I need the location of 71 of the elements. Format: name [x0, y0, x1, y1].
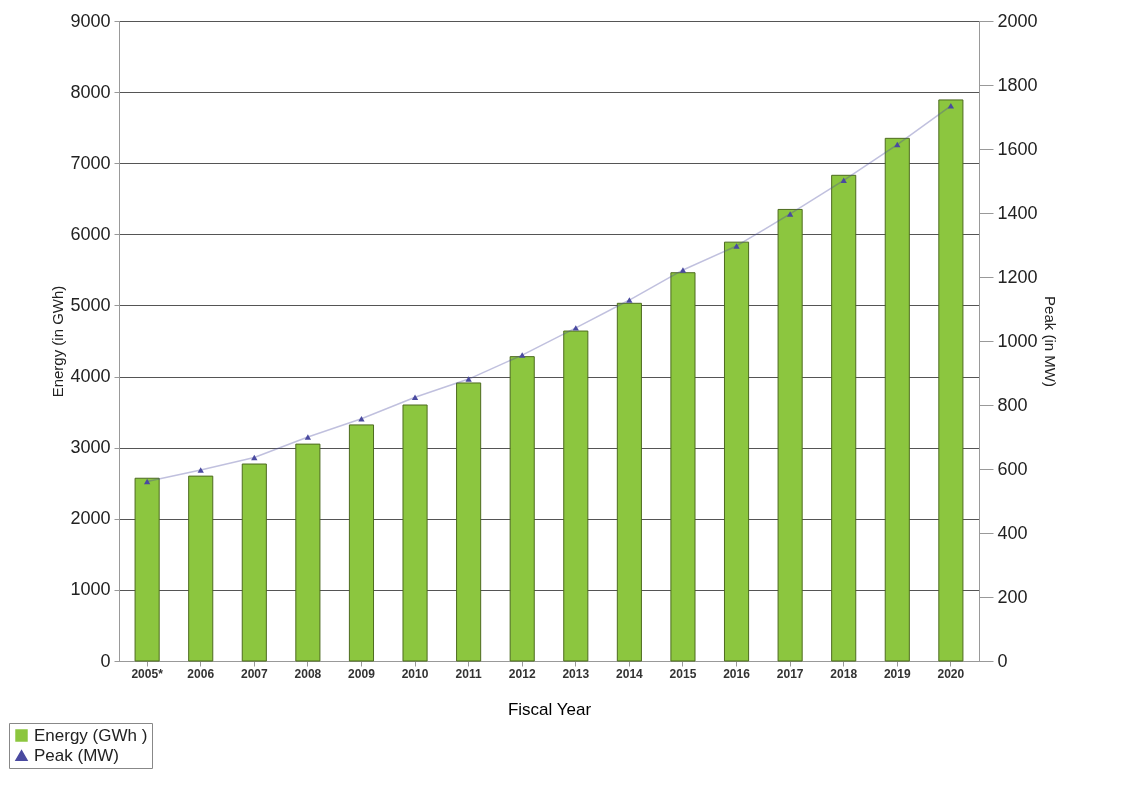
- y2-tick-label: 1000: [997, 330, 1038, 351]
- bar: [456, 382, 482, 662]
- y-tick-label: 1000: [70, 579, 111, 600]
- bar: [884, 137, 910, 662]
- legend-label: Peak (MW): [34, 745, 119, 765]
- x-axis-title: Fiscal Year: [507, 699, 592, 719]
- point: [679, 267, 687, 273]
- y-tick-label: 0: [100, 650, 111, 671]
- y2-axis-title: Peak (in MW): [1041, 296, 1059, 387]
- y2-tick-label: 1800: [997, 74, 1038, 95]
- y-tick-label: 2000: [70, 508, 111, 529]
- y2-tick-label: 1400: [997, 202, 1038, 223]
- bar: [563, 330, 589, 662]
- y2-tick-label: 2000: [997, 10, 1038, 31]
- y-tick-label: 3000: [70, 437, 111, 458]
- x-tick-label: 2011: [455, 666, 482, 681]
- x-tick-label: 2008: [294, 666, 322, 681]
- x-tick-label: 2007: [240, 666, 268, 681]
- point: [626, 297, 633, 303]
- x-tick-label: 2019: [883, 666, 911, 681]
- x-tick-label: 2016: [723, 666, 751, 681]
- x-tick-label: 2018: [830, 666, 858, 681]
- point: [143, 478, 151, 485]
- y2-tick-label: 800: [997, 394, 1028, 415]
- y2-tick-label: 200: [997, 586, 1028, 607]
- bar: [616, 302, 642, 662]
- x-tick-label: 2010: [401, 666, 429, 681]
- bar: [348, 424, 375, 662]
- x-tick-label: 2012: [508, 666, 536, 681]
- bar: [723, 241, 750, 662]
- x-tick-label: 2015: [669, 666, 697, 681]
- y-tick-label: 6000: [70, 223, 111, 244]
- bar: [777, 208, 803, 662]
- y2-tick-label: 400: [997, 522, 1028, 543]
- bar: [402, 404, 428, 662]
- y-tick-label: 5000: [70, 294, 111, 315]
- x-tick-label: 2009: [348, 666, 376, 681]
- point: [411, 394, 419, 401]
- bar: [188, 475, 214, 662]
- x-tick-label: 2005*: [131, 666, 164, 681]
- y2-tick-label: 1200: [997, 266, 1038, 287]
- point: [786, 211, 794, 217]
- point: [197, 467, 204, 473]
- x-tick-label: 2006: [187, 666, 215, 681]
- bar: [831, 174, 857, 662]
- point: [519, 352, 526, 358]
- y2-tick-label: 1600: [997, 138, 1038, 159]
- point: [572, 325, 579, 331]
- point: [733, 243, 740, 249]
- bar: [670, 272, 696, 662]
- point: [465, 376, 472, 382]
- bar: [509, 356, 535, 662]
- y-tick-label: 7000: [70, 152, 111, 173]
- legend-label: Energy (GWh ): [34, 725, 148, 745]
- y-tick-label: 9000: [70, 10, 111, 31]
- y2-tick-label: 600: [997, 458, 1028, 479]
- x-tick-label: 2020: [937, 666, 965, 681]
- point: [947, 103, 955, 109]
- bar: [134, 477, 160, 662]
- x-tick-label: 2017: [776, 666, 804, 681]
- bar: [295, 443, 321, 662]
- y2-tick-label: 0: [997, 650, 1008, 671]
- bar: [241, 463, 267, 662]
- x-tick-label: 2013: [562, 666, 590, 681]
- point: [840, 177, 847, 184]
- point: [304, 434, 312, 440]
- y-tick-label: 8000: [70, 81, 111, 102]
- bar: [938, 99, 964, 662]
- x-tick-label: 2014: [616, 666, 644, 681]
- y-axis-title: Energy (in GWh): [49, 285, 67, 398]
- y-tick-label: 4000: [70, 366, 111, 387]
